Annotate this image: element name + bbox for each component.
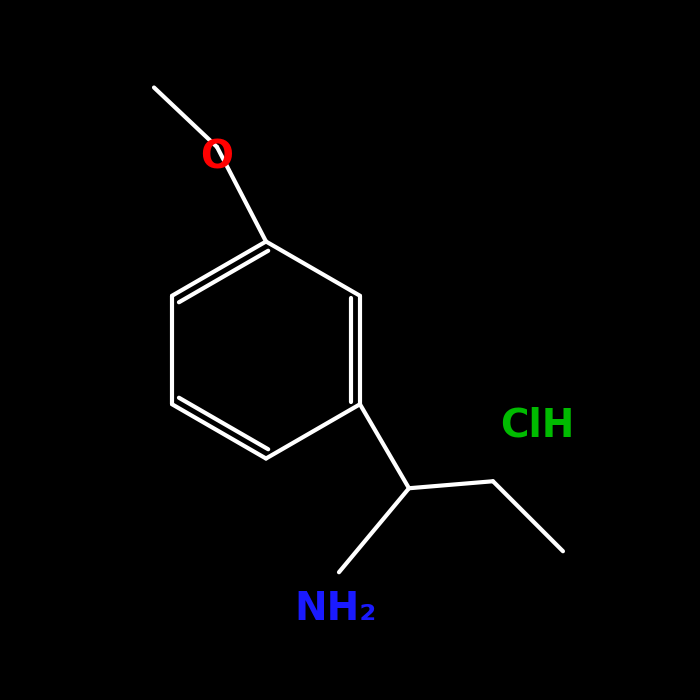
Text: ClH: ClH xyxy=(500,406,574,445)
Text: O: O xyxy=(200,139,234,176)
Text: NH₂: NH₂ xyxy=(294,589,377,628)
